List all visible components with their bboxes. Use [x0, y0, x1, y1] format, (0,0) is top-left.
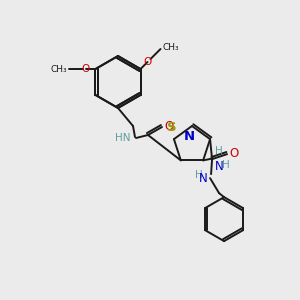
Text: HN: HN — [115, 133, 130, 143]
Text: O: O — [229, 147, 238, 160]
Text: O: O — [81, 64, 90, 74]
Text: H: H — [195, 170, 203, 180]
Text: S: S — [167, 121, 177, 134]
Text: H: H — [222, 160, 230, 170]
Text: N: N — [199, 172, 208, 184]
Text: O: O — [164, 119, 173, 133]
Text: CH₃: CH₃ — [163, 43, 179, 52]
Text: O: O — [143, 57, 152, 67]
Text: N: N — [215, 160, 224, 173]
Text: CH₃: CH₃ — [51, 64, 68, 74]
Text: N: N — [183, 130, 195, 143]
Text: H: H — [215, 146, 223, 156]
